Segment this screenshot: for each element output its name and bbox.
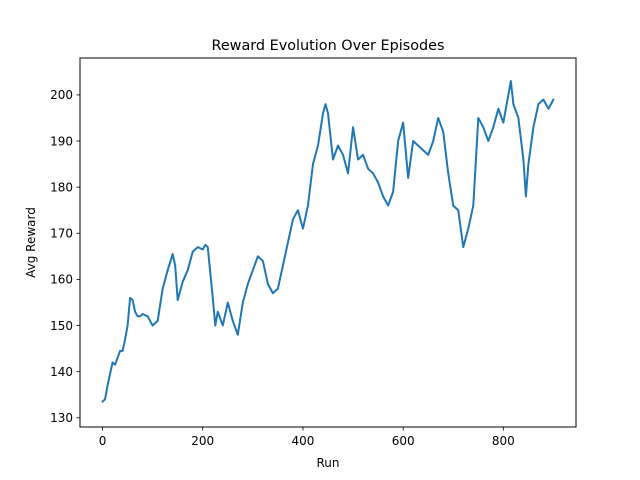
series-line-0 (101, 80, 555, 403)
y-tick-label: 200 (50, 88, 73, 102)
y-tick-label: 160 (50, 273, 73, 287)
series-layer (101, 80, 555, 403)
x-axis-ticks: 0 200 400 600 800 (99, 427, 515, 448)
plot-area: 130 140 150 160 170 180 190 200 0 200 400 600 800 (50, 57, 577, 448)
y-tick-label: 170 (50, 227, 73, 241)
y-axis-title: Avg Reward (24, 207, 38, 278)
x-tick-label: 400 (291, 434, 314, 448)
x-tick-label: 600 (392, 434, 415, 448)
y-tick-label: 150 (50, 319, 73, 333)
plot-frame (79, 57, 577, 428)
y-axis-ticks: 130 140 150 160 170 180 190 200 (50, 88, 80, 425)
y-tick-label: 140 (50, 365, 73, 379)
x-tick-label: 200 (191, 434, 214, 448)
x-tick-label: 800 (492, 434, 515, 448)
y-tick-label: 190 (50, 134, 73, 148)
y-tick-label: 130 (50, 411, 73, 425)
x-tick-label: 0 (99, 434, 107, 448)
chart-title: Reward Evolution Over Episodes (211, 38, 444, 54)
y-tick-label: 180 (50, 180, 73, 194)
x-axis-title: Run (316, 456, 339, 470)
